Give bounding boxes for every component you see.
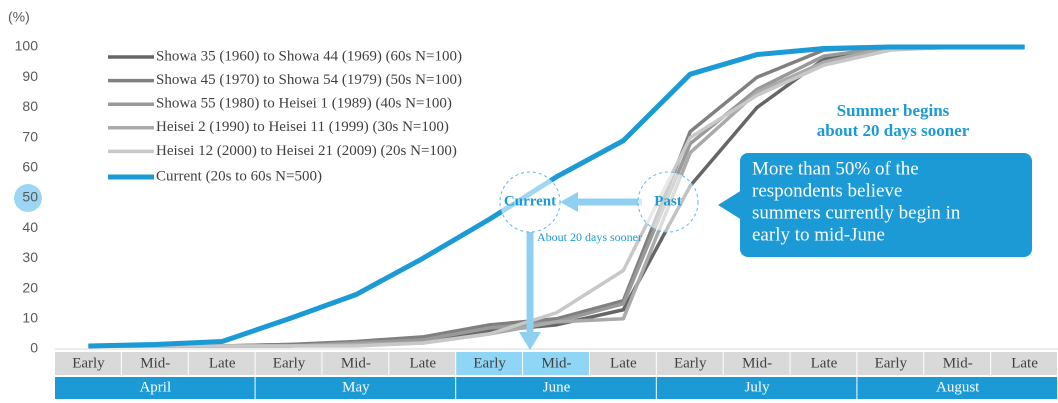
month-label: July xyxy=(745,379,771,395)
category-cell xyxy=(723,352,790,375)
category-cell xyxy=(656,352,723,375)
callout-pointer xyxy=(718,190,742,220)
callout-text: More than 50% of the xyxy=(752,158,919,179)
category-cell xyxy=(389,352,456,375)
category-cell xyxy=(857,352,924,375)
x-tick-label: Early xyxy=(473,355,506,371)
x-tick-label: Late xyxy=(811,355,838,371)
past-label: Past xyxy=(654,193,682,209)
y-tick-label: 80 xyxy=(22,98,38,114)
legend-label: Showa 55 (1980) to Heisei 1 (1989) (40s … xyxy=(156,96,452,112)
legend-label: Current (20s to 60s N=500) xyxy=(156,168,322,184)
category-cell xyxy=(924,352,991,375)
x-tick-label: Late xyxy=(409,355,436,371)
category-cell xyxy=(322,352,389,375)
legend-label: Heisei 12 (2000) to Heisei 21 (2009) (20… xyxy=(156,143,457,159)
month-cell xyxy=(55,377,255,399)
down-arrowhead xyxy=(519,332,541,350)
x-tick-label: Mid- xyxy=(742,355,772,371)
y-tick-label: 60 xyxy=(22,159,38,175)
headline: Summer begins xyxy=(837,101,950,120)
x-tick-label: Late xyxy=(209,355,236,371)
x-tick-label: Early xyxy=(875,355,908,371)
series-line xyxy=(88,44,1025,349)
x-tick-label: Late xyxy=(1011,355,1038,371)
past-circle xyxy=(637,171,699,233)
tick-highlight xyxy=(14,184,42,212)
category-cell xyxy=(456,352,523,375)
y-tick-label: 90 xyxy=(22,68,38,84)
month-label: August xyxy=(936,379,980,395)
callout-text: summers currently begin in xyxy=(752,202,961,223)
y-unit: (%) xyxy=(8,9,30,25)
month-label: April xyxy=(139,379,171,395)
shift-arrowhead xyxy=(560,192,578,212)
category-cell xyxy=(523,352,589,375)
x-tick-label: Mid- xyxy=(542,355,572,371)
x-tick-label: Mid- xyxy=(341,355,371,371)
month-cell xyxy=(857,377,1057,399)
y-tick-label: 70 xyxy=(22,128,38,144)
category-cell xyxy=(188,352,255,375)
legend-label: Showa 45 (1970) to Showa 54 (1979) (50s … xyxy=(156,72,462,88)
legend-label: Showa 35 (1960) to Showa 44 (1969) (60s … xyxy=(156,48,462,64)
y-tick-label: 50 xyxy=(22,189,38,205)
x-tick-label: Mid- xyxy=(943,355,973,371)
month-cell xyxy=(255,377,456,399)
callout-text: early to mid-June xyxy=(752,224,885,245)
month-cell xyxy=(656,377,857,399)
category-cell xyxy=(790,352,857,375)
x-tick-label: Late xyxy=(610,355,637,371)
y-tick-label: 30 xyxy=(22,249,38,265)
x-tick-label: Mid- xyxy=(140,355,170,371)
y-tick-label: 0 xyxy=(30,340,38,356)
headline: about 20 days sooner xyxy=(817,121,970,140)
y-tick-label: 10 xyxy=(22,310,38,326)
current-label: Current xyxy=(504,193,556,209)
category-cell xyxy=(121,352,188,375)
y-tick-label: 100 xyxy=(15,38,39,54)
x-tick-label: Early xyxy=(72,355,105,371)
x-tick-label: Early xyxy=(273,355,306,371)
category-cell xyxy=(991,352,1057,375)
x-tick-label: Early xyxy=(674,355,707,371)
y-tick-label: 20 xyxy=(22,279,38,295)
month-label: May xyxy=(342,379,370,395)
callout-text: respondents believe xyxy=(752,180,902,201)
current-circle xyxy=(499,171,561,233)
month-label: June xyxy=(543,379,571,395)
series-line xyxy=(88,45,1025,348)
category-cell xyxy=(255,352,322,375)
callout-box xyxy=(740,153,1032,257)
y-tick-label: 40 xyxy=(22,219,38,235)
legend-label: Heisei 2 (1990) to Heisei 11 (1999) (30s… xyxy=(156,119,449,135)
category-cell xyxy=(55,352,121,375)
category-cell xyxy=(589,352,656,375)
shift-label: About 20 days sooner xyxy=(537,230,642,244)
month-cell xyxy=(456,377,656,399)
